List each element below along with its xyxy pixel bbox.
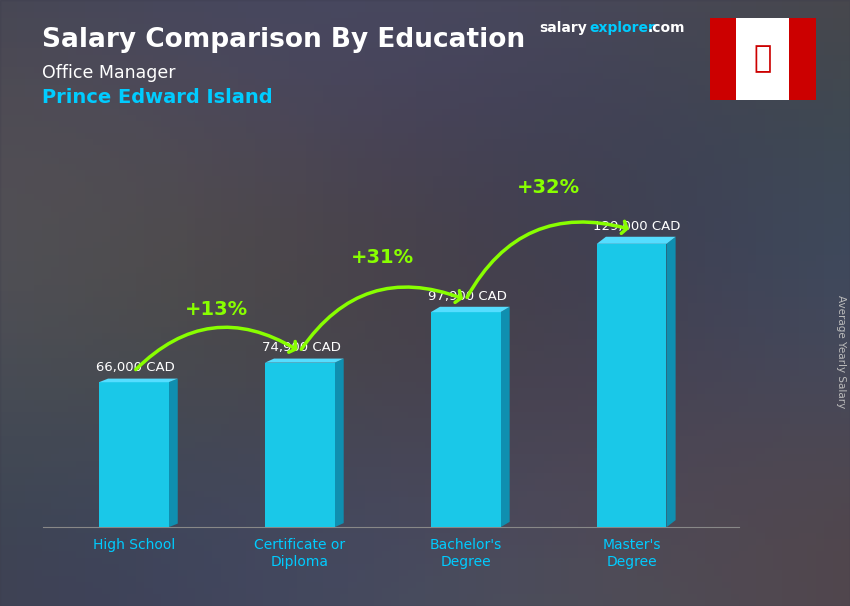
Polygon shape — [597, 237, 676, 244]
Bar — [265, 362, 335, 527]
Text: Average Yearly Salary: Average Yearly Salary — [836, 295, 846, 408]
Text: +32%: +32% — [517, 178, 581, 197]
Bar — [736, 18, 790, 100]
Polygon shape — [168, 379, 178, 527]
Bar — [710, 18, 736, 100]
Bar — [597, 244, 666, 527]
Text: 129,000 CAD: 129,000 CAD — [593, 219, 681, 233]
Text: .com: .com — [648, 21, 685, 35]
Polygon shape — [335, 359, 343, 527]
Polygon shape — [99, 379, 178, 382]
Text: 97,900 CAD: 97,900 CAD — [428, 290, 507, 302]
Polygon shape — [265, 359, 343, 362]
Polygon shape — [666, 237, 676, 527]
Text: 66,000 CAD: 66,000 CAD — [95, 361, 174, 375]
Text: +13%: +13% — [185, 300, 248, 319]
Bar — [790, 18, 816, 100]
Bar — [99, 382, 168, 527]
Polygon shape — [501, 307, 510, 527]
Bar — [431, 312, 501, 527]
Text: explorer: explorer — [589, 21, 654, 35]
Text: 🍁: 🍁 — [754, 45, 772, 73]
Text: 74,900 CAD: 74,900 CAD — [262, 341, 341, 355]
Text: Salary Comparison By Education: Salary Comparison By Education — [42, 27, 525, 53]
Text: salary: salary — [540, 21, 587, 35]
Text: Office Manager: Office Manager — [42, 64, 176, 82]
Text: +31%: +31% — [351, 248, 414, 267]
Text: Prince Edward Island: Prince Edward Island — [42, 88, 273, 107]
Polygon shape — [431, 307, 510, 312]
